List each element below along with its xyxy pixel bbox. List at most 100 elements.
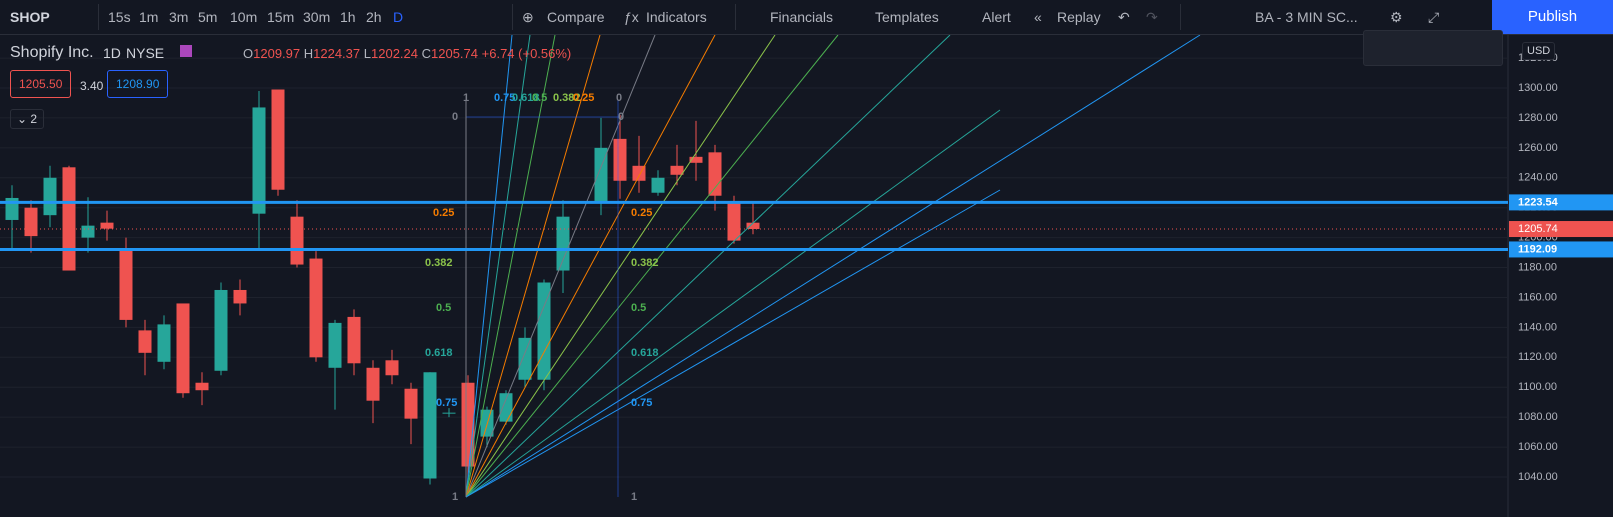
fib-label: 0.618 — [425, 347, 453, 359]
separator — [735, 4, 736, 30]
replay-icon[interactable]: « — [1034, 9, 1042, 25]
spread: 3.40 — [80, 79, 104, 93]
ohlc: O1209.97 H1224.37 L1202.24 C1205.74 +6.7… — [243, 46, 571, 61]
last-price-bg — [1509, 221, 1613, 238]
replay[interactable]: Replay — [1057, 9, 1101, 25]
symbol[interactable]: SHOP — [10, 9, 50, 25]
y-tick-label: 1300.00 — [1518, 82, 1558, 94]
candle-body — [233, 289, 247, 304]
open: 1209.97 — [253, 46, 301, 61]
fullscreen[interactable]: ⤢ — [1428, 9, 1440, 25]
buy-button[interactable]: 1208.90 — [107, 70, 169, 98]
y-tick-label: 1080.00 — [1518, 411, 1558, 423]
fan-line — [465, 34, 601, 498]
interval-option[interactable]: 15m — [267, 9, 295, 25]
indicator-toggle[interactable]: ⌄ 2 — [10, 109, 45, 129]
fib-fan — [465, 34, 1201, 498]
fib-label: 0 — [452, 111, 458, 123]
low: 1202.24 — [371, 46, 418, 61]
candle-body — [62, 167, 76, 271]
fib-label: 0.5 — [436, 302, 451, 314]
interval-option[interactable]: 2h — [366, 9, 382, 25]
fib-label: 0.75 — [436, 397, 457, 409]
candle-body — [499, 393, 513, 422]
candle-body — [518, 337, 532, 380]
candle-body — [613, 138, 627, 181]
price-label-bg — [1509, 194, 1613, 211]
candle-body — [252, 107, 266, 214]
fan-line — [465, 34, 656, 498]
interval-option[interactable]: 30m — [303, 9, 331, 25]
fib-label: 0.25 — [631, 207, 652, 219]
h-label: H — [303, 46, 314, 61]
y-tick-label: 1040.00 — [1518, 471, 1558, 483]
y-tick-label: 1260.00 — [1518, 142, 1558, 154]
separator — [512, 4, 513, 30]
price-axis-bg — [1508, 35, 1613, 517]
interval-option[interactable]: 1m — [139, 9, 159, 25]
candle-body — [214, 289, 228, 371]
y-tick-label: 1140.00 — [1518, 321, 1557, 333]
candle-body — [727, 203, 741, 241]
candle-body — [328, 322, 342, 368]
fan-line — [465, 34, 716, 498]
fib-label: 0.25 — [433, 207, 454, 219]
candle-body — [556, 216, 570, 271]
alert[interactable]: Alert — [982, 9, 1011, 25]
interval: 1D — [103, 45, 121, 61]
compare-icon[interactable]: ⊕ — [522, 9, 534, 25]
y-tick-label: 1060.00 — [1518, 441, 1558, 453]
fan-line — [465, 34, 776, 498]
interval-option[interactable]: 15s — [108, 9, 131, 25]
candle-body — [689, 156, 703, 163]
close: 1205.74 — [431, 46, 479, 61]
candle-body — [290, 216, 304, 265]
y-tick-label: 1100.00 — [1518, 381, 1557, 393]
compare[interactable]: Compare — [547, 9, 605, 25]
candle-body — [138, 330, 152, 353]
undo[interactable]: ↶ — [1118, 9, 1130, 25]
toolbar: SHOP 15s 1m 3m 5m 10m 15m 30m 1h 2h D ⊕ Compare ƒ… — [0, 0, 1613, 35]
fan-line — [465, 34, 951, 498]
indicators[interactable]: Indicators — [646, 9, 707, 25]
settings[interactable]: ⚙ — [1390, 9, 1403, 25]
y-tick-label: 1240.00 — [1518, 172, 1558, 184]
currency[interactable]: USD — [1522, 42, 1556, 60]
candle-body — [670, 165, 684, 175]
candle-body — [404, 388, 418, 419]
fan-line — [465, 34, 531, 498]
indicator-count: 2 — [30, 112, 38, 126]
fib-label: 0 — [618, 111, 624, 123]
financials[interactable]: Financials — [770, 9, 834, 25]
candle-body — [81, 225, 95, 238]
candle-body — [24, 207, 38, 237]
fib-label: 0.75 — [631, 397, 652, 409]
interval-option[interactable]: D — [393, 9, 404, 25]
redo[interactable]: ↷ — [1146, 9, 1158, 25]
candle-body — [100, 222, 114, 229]
layout-name[interactable]: BA - 3 MIN SC... — [1255, 9, 1358, 25]
symbol-name: Shopify Inc. — [10, 44, 94, 61]
price-label: 1223.54 — [1518, 196, 1559, 208]
candle-body — [157, 324, 171, 362]
indicators-icon[interactable]: ƒx — [624, 9, 639, 25]
fan-line — [465, 34, 556, 498]
interval-option[interactable]: 5m — [198, 9, 218, 25]
y-tick-label: 1180.00 — [1518, 261, 1557, 273]
candle-body — [366, 367, 380, 401]
exchange: NYSE — [126, 45, 165, 61]
high: 1224.37 — [313, 46, 361, 61]
interval-option[interactable]: 1h — [340, 9, 356, 25]
fib-top-label: 0.75 — [494, 92, 515, 104]
y-tick-label: 1160.00 — [1518, 291, 1557, 303]
candle-body — [271, 89, 285, 190]
interval-option[interactable]: 10m — [230, 9, 258, 25]
sell-button[interactable]: 1205.50 — [10, 70, 72, 98]
templates[interactable]: Templates — [875, 9, 939, 25]
price-label-bg — [1509, 241, 1613, 258]
interval-option[interactable]: 3m — [169, 9, 189, 25]
publish-button[interactable]: Publish — [1492, 0, 1613, 34]
candle-body — [423, 372, 437, 479]
